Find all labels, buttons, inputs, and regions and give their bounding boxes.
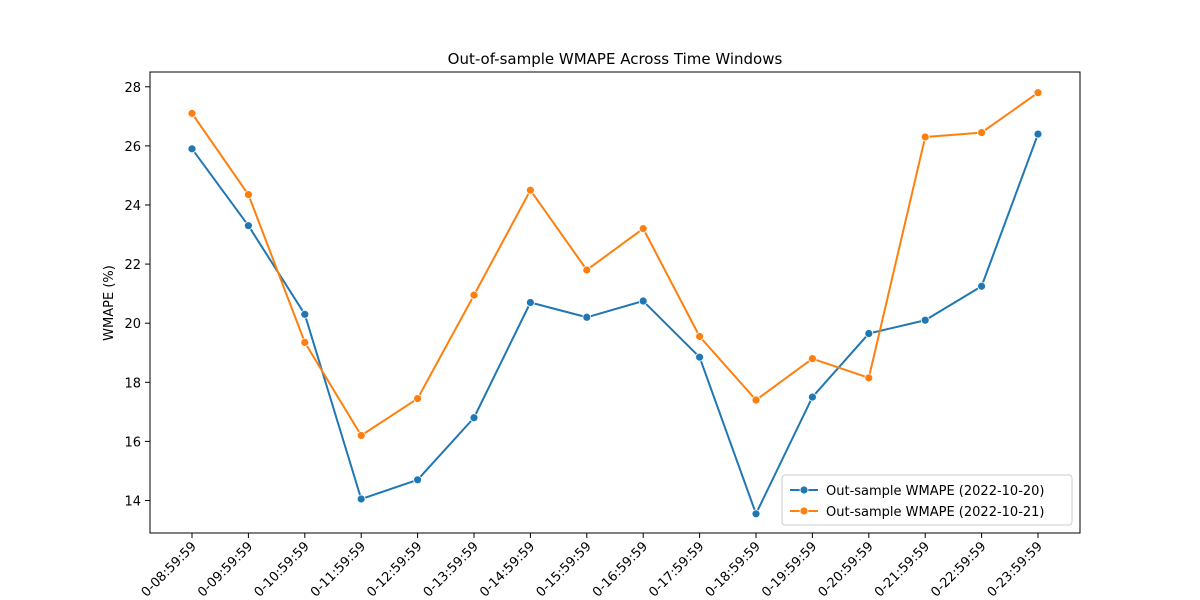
series-1-point xyxy=(751,509,761,519)
series-2-point xyxy=(808,354,817,364)
legend-label-2: Out-sample WMAPE (2022-10-21) xyxy=(826,505,1045,520)
chart-title: Out-of-sample WMAPE Across Time Windows xyxy=(448,50,783,68)
series-1-point xyxy=(638,296,648,306)
series-1-point xyxy=(808,392,817,402)
series-line-2 xyxy=(191,91,1039,437)
y-tick-label: 22 xyxy=(124,258,141,273)
legend-marker-1 xyxy=(799,485,809,495)
y-axis-label: WMAPE (%) xyxy=(102,265,117,341)
series-2-point xyxy=(977,128,986,137)
series-2-point xyxy=(864,373,874,383)
y-tick-label: 24 xyxy=(124,199,141,214)
series-1-point xyxy=(977,281,986,291)
axes-frame xyxy=(149,71,1081,534)
series-1-point xyxy=(356,494,366,504)
legend: Out-sample WMAPE (2022-10-20) Out-sample … xyxy=(781,474,1073,526)
y-tick-label: 14 xyxy=(124,494,141,509)
legend-box xyxy=(781,474,1073,526)
series-1-point xyxy=(413,475,423,485)
series-line-1 xyxy=(191,133,1039,515)
series-1-point xyxy=(1033,129,1043,139)
series-1-point xyxy=(695,352,704,362)
y-tick-label: 20 xyxy=(124,317,141,332)
series-2-point xyxy=(300,337,310,347)
series-2-point xyxy=(469,290,479,300)
legend-marker-2 xyxy=(799,506,809,516)
y-tick-label: 18 xyxy=(124,376,141,391)
series-2-point xyxy=(243,190,253,200)
series-2-point xyxy=(638,224,648,234)
y-tick-label: 26 xyxy=(124,140,141,155)
series-1-point xyxy=(243,221,253,231)
series-2-point xyxy=(413,394,423,403)
series-2-point xyxy=(582,265,592,275)
series-2-point xyxy=(356,431,366,440)
series-1-point xyxy=(187,144,197,154)
series-2-point xyxy=(920,132,930,142)
series-1-point xyxy=(582,312,592,322)
y-tick-label: 28 xyxy=(124,81,141,96)
series-1-point xyxy=(300,309,310,319)
series-2-point xyxy=(751,395,761,405)
series-1-point xyxy=(920,315,930,325)
series-2-point xyxy=(1033,88,1043,98)
series-2-point xyxy=(187,108,197,118)
series-2-point xyxy=(526,185,535,195)
y-tick-label: 16 xyxy=(124,435,141,450)
series-1-point xyxy=(526,298,535,307)
series-2-point xyxy=(695,332,704,341)
series-1-point xyxy=(469,413,479,423)
legend-label-1: Out-sample WMAPE (2022-10-20) xyxy=(826,484,1045,499)
series-1-point xyxy=(864,329,874,338)
